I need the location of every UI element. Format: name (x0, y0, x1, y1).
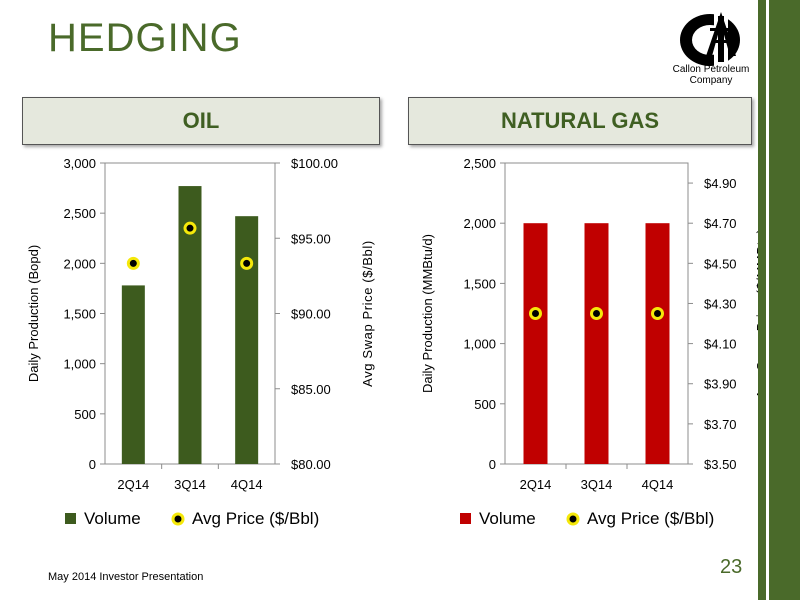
legend-volume-label: Volume (84, 509, 141, 528)
y2-axis-title: Avg Swap Price ($/Bbl) (360, 240, 375, 387)
side-bar-stripe (766, 0, 769, 600)
avg-price-marker (590, 307, 603, 320)
y-axis-title: Daily Production (MMBtu/d) (420, 234, 435, 393)
y2-axis-tick-label: $4.90 (704, 176, 737, 191)
y2-axis-tick-label: $4.30 (704, 296, 737, 311)
avg-price-marker (529, 307, 542, 320)
y-axis-tick-label: 1,000 (463, 337, 496, 352)
gas-section-header: NATURAL GAS (408, 97, 752, 145)
y2-axis-tick-label: $4.10 (704, 337, 737, 352)
y-axis-tick-label: 1,500 (463, 276, 496, 291)
y2-axis-tick-label: $85.00 (291, 382, 331, 397)
callon-logo-icon (680, 12, 740, 70)
page-number: 23 (720, 556, 743, 578)
y2-axis-tick-label: $3.90 (704, 377, 737, 392)
footer-text: May 2014 Investor Presentation (48, 571, 204, 583)
legend-price-marker (171, 512, 185, 526)
oil-hedging-chart: 0 500 1,000 1,500 2,000 2,500 3,000 $80.00 $85.0… (26, 156, 375, 528)
decorative-side-bar (758, 0, 800, 600)
volume-bar (235, 216, 259, 464)
y-axis-tick-label: 0 (89, 457, 96, 472)
volume-bar (121, 285, 145, 464)
y-axis-tick-label: 3,000 (63, 156, 96, 171)
y2-axis-tick-label: $4.50 (704, 256, 737, 271)
y-axis-tick-label: 2,000 (463, 216, 496, 231)
legend-price-marker (566, 512, 580, 526)
y2-axis-tick-label: $80.00 (291, 457, 331, 472)
legend-volume-label: Volume (479, 509, 536, 528)
y2-axis-tick-label: $95.00 (291, 231, 331, 246)
avg-price-marker (240, 256, 254, 270)
y-axis-tick-label: 500 (474, 397, 496, 412)
y2-axis-tick-label: $90.00 (291, 307, 331, 322)
x-axis-tick-label: 3Q14 (581, 477, 613, 492)
y-axis-tick-label: 2,500 (463, 156, 496, 171)
y-axis-tick-label: 1,500 (63, 307, 96, 322)
avg-price-marker (183, 221, 197, 235)
legend-price-label: Avg Price ($/Bbl) (587, 509, 714, 528)
y2-axis-title: Avg Swap Price ($/MMBtu) (754, 228, 758, 398)
volume-bar (523, 223, 548, 464)
oil-section-header: OIL (22, 97, 380, 145)
volume-bar (178, 186, 202, 464)
y-axis-tick-label: 2,500 (63, 206, 96, 221)
x-axis-tick-label: 2Q14 (520, 477, 552, 492)
legend-volume-swatch (65, 513, 76, 524)
y2-axis-tick-label: $3.70 (704, 417, 737, 432)
avg-price-marker (651, 307, 664, 320)
logo-text-line2: Company (689, 75, 733, 86)
gas-hedging-chart: 0 500 1,000 1,500 2,000 2,500 $3.50 $3.70 $3.90 $… (420, 156, 758, 528)
x-axis-tick-label: 4Q14 (231, 477, 263, 492)
y-axis-tick-label: 2,000 (63, 256, 96, 271)
x-axis-tick-label: 4Q14 (642, 477, 674, 492)
volume-bar (645, 223, 670, 464)
logo-caption: Callon Petroleum Company (666, 64, 756, 86)
y2-axis-tick-label: $3.50 (704, 457, 737, 472)
volume-bar (584, 223, 609, 464)
y-axis-title: Daily Production (Bopd) (26, 245, 41, 382)
avg-price-marker (126, 256, 140, 270)
y-axis-tick-label: 1,000 (63, 357, 96, 372)
x-axis-tick-label: 2Q14 (117, 477, 149, 492)
x-axis-tick-label: 3Q14 (174, 477, 206, 492)
y-axis-tick-label: 0 (489, 457, 496, 472)
y2-axis-tick-label: $4.70 (704, 216, 737, 231)
legend-price-label: Avg Price ($/Bbl) (192, 509, 319, 528)
slide-title: HEDGING (48, 16, 242, 60)
y2-axis-tick-label: $100.00 (291, 156, 338, 171)
logo-text-line1: Callon Petroleum (672, 64, 750, 75)
y-axis-tick-label: 500 (74, 407, 96, 422)
legend-volume-swatch (460, 513, 471, 524)
